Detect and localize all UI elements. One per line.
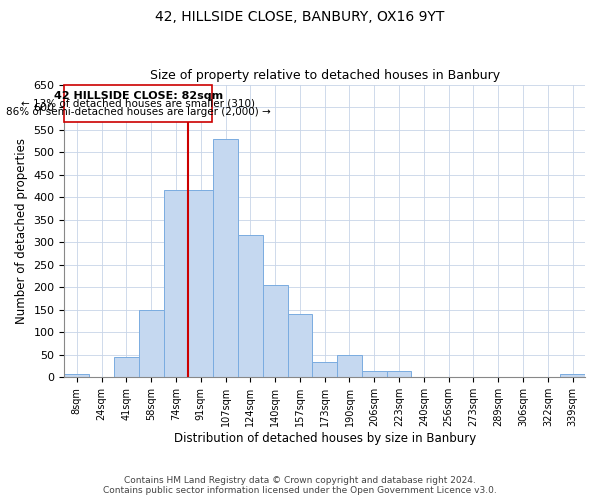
Text: ← 13% of detached houses are smaller (310): ← 13% of detached houses are smaller (31… <box>21 99 255 109</box>
Bar <box>263 285 287 378</box>
Text: Contains HM Land Registry data © Crown copyright and database right 2024.
Contai: Contains HM Land Registry data © Crown c… <box>103 476 497 495</box>
Bar <box>188 190 213 378</box>
Text: 42, HILLSIDE CLOSE, BANBURY, OX16 9YT: 42, HILLSIDE CLOSE, BANBURY, OX16 9YT <box>155 10 445 24</box>
Bar <box>164 190 188 378</box>
Y-axis label: Number of detached properties: Number of detached properties <box>15 138 28 324</box>
Bar <box>114 357 139 378</box>
Title: Size of property relative to detached houses in Banbury: Size of property relative to detached ho… <box>149 69 500 82</box>
Bar <box>386 370 412 378</box>
Text: 86% of semi-detached houses are larger (2,000) →: 86% of semi-detached houses are larger (… <box>6 106 271 117</box>
Text: 42 HILLSIDE CLOSE: 82sqm: 42 HILLSIDE CLOSE: 82sqm <box>53 91 223 101</box>
Bar <box>139 310 164 378</box>
Bar <box>287 314 313 378</box>
X-axis label: Distribution of detached houses by size in Banbury: Distribution of detached houses by size … <box>173 432 476 445</box>
Bar <box>213 138 238 378</box>
Bar <box>560 374 585 378</box>
Bar <box>313 362 337 378</box>
Bar <box>238 236 263 378</box>
Bar <box>337 355 362 378</box>
Bar <box>362 370 386 378</box>
FancyBboxPatch shape <box>64 86 212 122</box>
Bar <box>64 374 89 378</box>
